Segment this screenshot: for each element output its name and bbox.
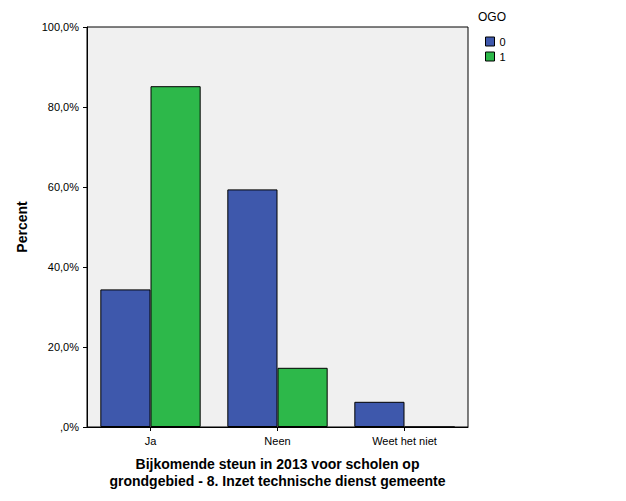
- svg-text:1: 1: [500, 51, 506, 63]
- svg-text:Bijkomende steun in 2013 voor: Bijkomende steun in 2013 voor scholen op: [136, 456, 420, 472]
- svg-text:20,0%: 20,0%: [48, 341, 79, 353]
- svg-text:,0%: ,0%: [60, 421, 79, 433]
- svg-text:100,0%: 100,0%: [42, 21, 80, 33]
- svg-text:60,0%: 60,0%: [48, 181, 79, 193]
- svg-text:0: 0: [500, 36, 506, 48]
- svg-text:80,0%: 80,0%: [48, 101, 79, 113]
- svg-text:Neen: Neen: [264, 435, 290, 447]
- svg-text:40,0%: 40,0%: [48, 261, 79, 273]
- svg-text:OGO: OGO: [478, 10, 506, 24]
- svg-text:Ja: Ja: [145, 435, 158, 447]
- svg-text:Percent: Percent: [14, 201, 30, 253]
- svg-text:grondgebied - 8. Inzet technis: grondgebied - 8. Inzet technische dienst…: [109, 473, 445, 489]
- svg-text:Weet het niet: Weet het niet: [372, 435, 437, 447]
